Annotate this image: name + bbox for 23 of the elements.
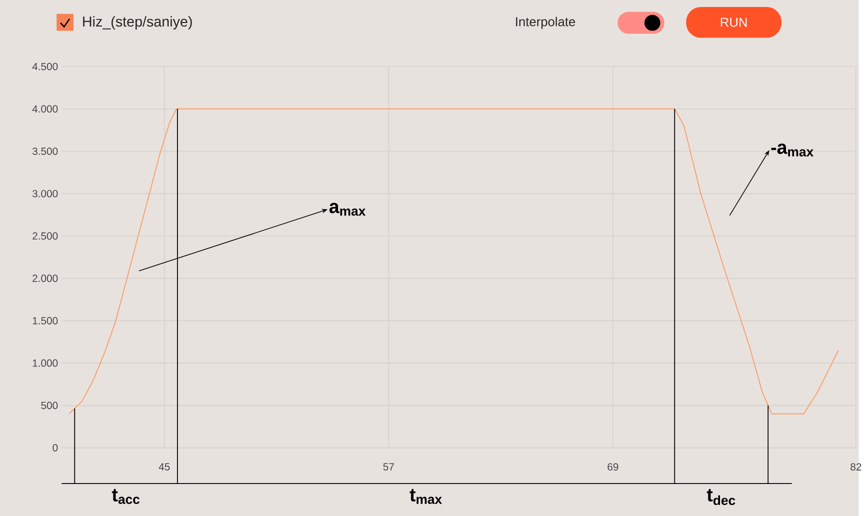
text: t$_{max}$ [410,488,442,504]
y-tick-label: 3.000 [32,190,58,198]
x-tick-label: 45 [158,463,170,470]
y-tick-label: 2.000 [32,274,58,282]
text: t$_{dec}$ [706,488,736,505]
y-tick-label: 4.000 [32,105,58,112]
annotation: -a$_{max}$ [771,144,814,156]
annotation: a$_{max}$ [329,202,366,216]
y-tick-label: 1.000 [32,359,58,367]
text: RUN [720,18,747,27]
text: Hiz_(step/saniye) [83,16,192,30]
y-tick-label: 3.500 [32,147,58,155]
line-series [68,108,839,414]
y-tick-label: 4.500 [32,62,58,70]
x-tick-label: 82 [850,463,862,470]
y-tick-label: 0 [52,444,58,452]
x-tick-label: 57 [383,463,394,470]
x-tick-label: 69 [608,463,618,470]
y-tick-label: 1.500 [32,316,58,324]
text: Interpolate [516,16,576,29]
y-tick-label: 500 [41,402,58,409]
y-tick-label: 2.500 [32,232,58,240]
text: t$_{acc}$ [112,488,140,504]
